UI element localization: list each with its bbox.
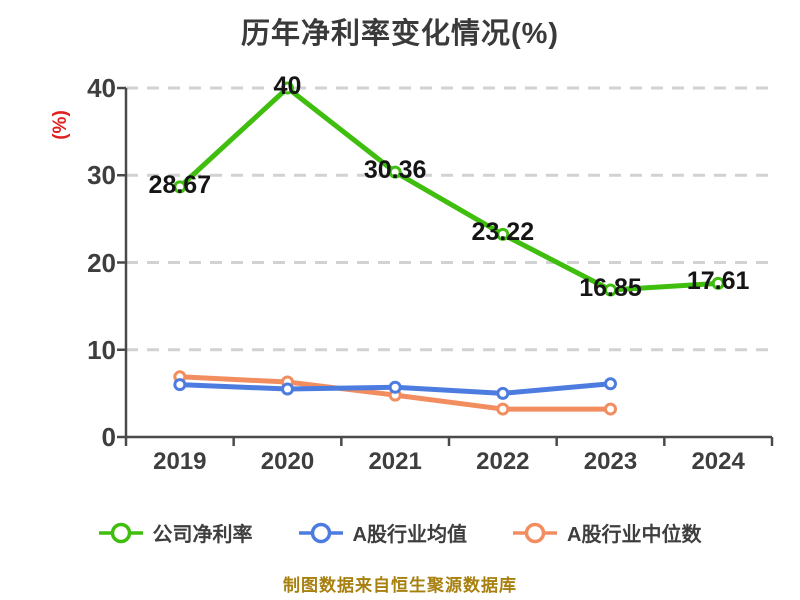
marker-A股行业中位数-2023: [604, 402, 617, 416]
chart-title: 历年净利率变化情况(%): [240, 18, 560, 50]
marker-公司净利率-2019: [173, 180, 187, 194]
x-tick-label-2023: 2023: [583, 448, 638, 475]
x-tick-label-2021: 2021: [368, 448, 422, 475]
data-label-公司净利率-2020: 40: [273, 72, 302, 100]
legend-marker-icon-1: [298, 522, 343, 543]
data-label-公司净利率-2019: 28.67: [148, 170, 212, 199]
legend-label-1: A股行业均值: [352, 524, 467, 546]
legend-marker-icon-2: [513, 522, 557, 543]
legend-item-1: A股行业均值: [298, 518, 467, 547]
marker-A股行业均值-2020: [281, 382, 294, 396]
data-source-caption: 制图数据来自恒生聚源数据库: [283, 576, 517, 595]
legend: 公司净利率 A股行业均值 A股行业中位数: [0, 518, 800, 547]
legend-marker-icon-0: [98, 522, 143, 543]
y-tick-label-10: 10: [87, 334, 116, 365]
legend-item-2: A股行业中位数: [513, 518, 701, 547]
marker-公司净利率-2024: [711, 276, 725, 290]
legend-label-2: A股行业中位数: [567, 524, 702, 546]
y-tick-label-30: 30: [87, 160, 116, 191]
data-label-公司净利率-2022: 23.22: [471, 218, 535, 247]
legend-item-0: 公司净利率: [98, 518, 253, 547]
x-tick-label-2022: 2022: [476, 448, 530, 475]
y-tick-label-40: 40: [87, 73, 116, 103]
marker-A股行业均值-2021: [388, 380, 402, 394]
marker-A股行业均值-2019: [173, 378, 187, 392]
y-tick-label-20: 20: [87, 247, 116, 278]
marker-A股行业均值-2022: [496, 386, 510, 400]
x-tick-label-2024: 2024: [691, 448, 745, 475]
marker-公司净利率-2021: [388, 165, 402, 179]
marker-A股行业中位数-2022: [496, 402, 510, 416]
marker-A股行业均值-2023: [604, 377, 617, 391]
marker-公司净利率-2020: [281, 81, 294, 95]
legend-label-0: 公司净利率: [152, 524, 253, 546]
marker-公司净利率-2023: [604, 283, 617, 297]
data-label-公司净利率-2024: 17.61: [686, 267, 750, 296]
data-label-公司净利率-2023: 16.85: [579, 273, 642, 302]
data-label-公司净利率-2021: 30.36: [363, 156, 427, 185]
x-tick-label-2020: 2020: [260, 448, 315, 475]
line-series-公司净利率: [177, 85, 721, 293]
y-tick-label-0: 0: [101, 422, 116, 452]
marker-公司净利率-2022: [496, 227, 510, 241]
x-tick-label-2019: 2019: [153, 448, 207, 475]
